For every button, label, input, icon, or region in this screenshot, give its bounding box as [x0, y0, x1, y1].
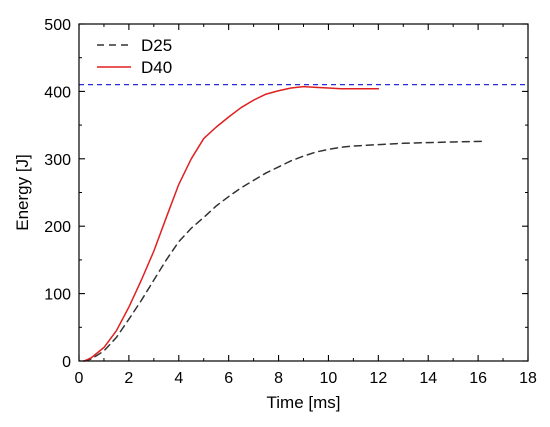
legend-label-d40: D40: [141, 58, 172, 77]
y-axis-label: Energy [J]: [13, 154, 32, 231]
x-tick-label: 16: [469, 370, 487, 387]
x-tick-label: 12: [369, 370, 387, 387]
series-line-d40: [83, 85, 380, 362]
legend-label-d25: D25: [141, 36, 172, 55]
x-tick-layer: 0 2 4 6 8 10 12 14 16 18: [75, 24, 537, 387]
y-tick-label: 100: [44, 287, 71, 304]
y-tick-layer: 0 100 200 300 400 500: [44, 17, 528, 371]
series-line-d25: [83, 140, 484, 362]
x-tick-label: 0: [75, 370, 84, 387]
series-layer: [83, 85, 484, 362]
x-tick-label: 8: [274, 370, 283, 387]
x-tick-label: 18: [519, 370, 537, 387]
x-tick-label: 4: [174, 370, 183, 387]
y-tick-label: 300: [44, 152, 71, 169]
y-tick-label: 500: [44, 17, 71, 34]
x-axis-label: Time [ms]: [267, 393, 341, 412]
x-tick-label: 6: [224, 370, 233, 387]
x-tick-label: 2: [124, 370, 133, 387]
y-tick-label: 400: [44, 84, 71, 101]
y-tick-label: 200: [44, 219, 71, 236]
y-tick-label: 0: [62, 354, 71, 371]
legend: D25 D40: [97, 36, 172, 77]
x-tick-label: 10: [320, 370, 338, 387]
x-tick-label: 14: [419, 370, 437, 387]
